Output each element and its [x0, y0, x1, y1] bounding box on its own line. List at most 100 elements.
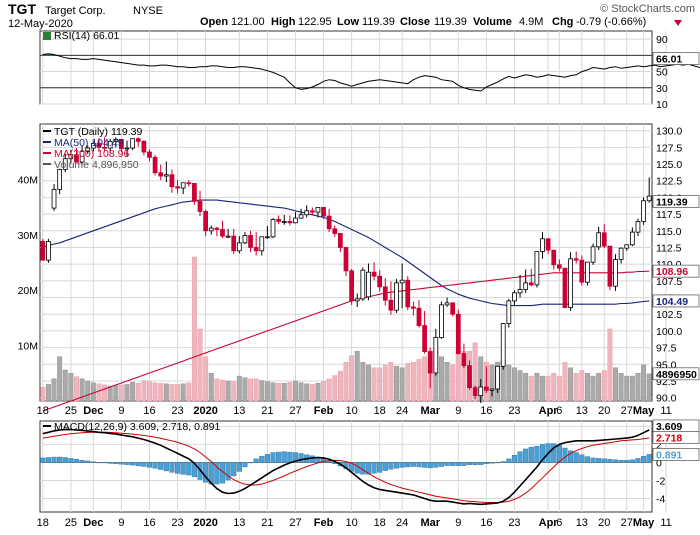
- volume-bar: [343, 362, 349, 402]
- rsi-y-tick-label: 90: [656, 34, 668, 46]
- price-x-tick-label: 23: [508, 405, 520, 417]
- macd-histogram-bar: [242, 462, 248, 468]
- volume-bar: [489, 364, 495, 402]
- macd-x-tick-label: 25: [65, 517, 77, 529]
- volume-bar: [68, 373, 74, 402]
- volume-bar: [298, 382, 304, 402]
- macd-x-tick-label: 16: [480, 517, 492, 529]
- price-x-tick-label: Apr: [539, 405, 559, 417]
- candle-body: [203, 211, 208, 232]
- macd-x-tick-label: 27: [289, 517, 301, 529]
- volume-bar: [523, 373, 529, 402]
- ma50-current-tag-box: [652, 294, 700, 308]
- macd-histogram-bar: [68, 458, 74, 463]
- macd-histogram-bar: [500, 461, 506, 463]
- macd-histogram-bar: [568, 450, 574, 463]
- volume-bar: [366, 364, 371, 402]
- candle-body: [377, 275, 383, 288]
- volume-bar: [51, 378, 57, 402]
- macd-histogram-bar: [354, 462, 360, 474]
- volume-bar: [455, 348, 461, 402]
- volume-bar: [191, 256, 197, 402]
- volume-bar: [163, 383, 169, 402]
- low-label: Low: [337, 16, 359, 28]
- price-x-tick-label: 20: [598, 405, 610, 417]
- macd-histogram-bar: [461, 462, 467, 466]
- macd-histogram-bar: [433, 462, 439, 468]
- macd-histogram-bar: [506, 458, 512, 463]
- candle-body: [439, 304, 444, 338]
- volume-bar: [293, 380, 298, 402]
- candle-body: [629, 231, 635, 246]
- volume-bar: [231, 381, 237, 402]
- price-y-tick-label: 125.0: [656, 159, 682, 171]
- price-x-tick-label: Mar: [420, 405, 440, 417]
- macd-histogram-bar: [624, 459, 630, 463]
- candle-body: [405, 279, 411, 308]
- volume-bar: [309, 384, 315, 402]
- macd-histogram-bar: [180, 462, 186, 475]
- macd-x-tick-label: 21: [261, 517, 273, 529]
- macd-x-tick-label: 10: [345, 517, 357, 529]
- macd-histogram-bar: [405, 462, 411, 468]
- macd-histogram-bar: [646, 454, 652, 463]
- volume-bar: [57, 356, 63, 402]
- volume-bar: [371, 367, 377, 402]
- macd-histogram-bar: [635, 458, 641, 463]
- price-y-tick-label: 107.5: [656, 276, 682, 288]
- macd-histogram-bar: [612, 459, 619, 463]
- candle-body: [163, 174, 169, 177]
- macd-histogram-bar: [371, 462, 377, 474]
- macd-histogram-bar: [489, 462, 495, 464]
- candle-body: [394, 282, 399, 311]
- macd-histogram-bar: [422, 462, 428, 468]
- candle-body: [411, 306, 416, 309]
- volume-bar: [444, 362, 450, 402]
- candle-body: [169, 174, 175, 188]
- volume-bar: [410, 362, 416, 402]
- macd-x-tick-label: 23: [171, 517, 183, 529]
- ma200-line: [42, 270, 650, 412]
- macd-histogram-bar: [259, 455, 265, 463]
- price-x-tick-label: May: [633, 405, 655, 417]
- volume-bar: [321, 381, 326, 402]
- macd-y-tick-label: -4: [656, 493, 665, 505]
- chart-header: TGT Target Corp. NYSE 12-May-2020 Open 1…: [8, 1, 695, 30]
- candle-body: [107, 140, 113, 149]
- macd-histogram-bar: [450, 462, 456, 466]
- volume-bar: [472, 342, 478, 402]
- price-x-tick-label: 23: [171, 405, 183, 417]
- candle-body: [427, 351, 433, 374]
- macd-histogram-bar: [281, 451, 287, 463]
- macd-histogram-bar: [472, 462, 478, 465]
- macd-histogram-bar: [309, 455, 315, 463]
- volume-bar: [332, 375, 338, 402]
- volume-bar: [45, 384, 51, 402]
- candle-body: [338, 233, 343, 248]
- macd-histogram-bar: [511, 455, 517, 463]
- volume-y-tick-label: 30M: [18, 230, 38, 242]
- candle-body: [197, 201, 203, 212]
- macd-legend-title: MACD(12,26,9) 3.609, 2.718, 0.891: [54, 421, 221, 433]
- macd-histogram-bar: [377, 462, 383, 473]
- candle-body: [113, 138, 119, 142]
- macd-histogram-bar: [152, 462, 158, 469]
- macd-y-tick-label: -2: [656, 475, 665, 487]
- close-value: 119.39: [434, 16, 467, 28]
- macd-histogram-bar: [236, 462, 242, 472]
- candle-body: [624, 244, 630, 249]
- price-x-tick-label: 6: [556, 405, 562, 417]
- candle-body: [343, 247, 349, 272]
- volume-bar: [208, 373, 214, 402]
- volume-current-tag-label: 4896950: [656, 369, 697, 381]
- volume-bar: [573, 373, 579, 402]
- volume-bar: [590, 375, 596, 402]
- candle-body: [304, 210, 310, 216]
- legend-price-label: TGT (Daily) 119.39: [54, 126, 142, 138]
- macd-histogram-bar: [399, 462, 405, 468]
- macd-histogram-bar: [292, 452, 299, 463]
- macd-histogram-bar: [539, 444, 546, 463]
- volume-bar: [287, 381, 293, 402]
- volume-bar: [102, 384, 108, 402]
